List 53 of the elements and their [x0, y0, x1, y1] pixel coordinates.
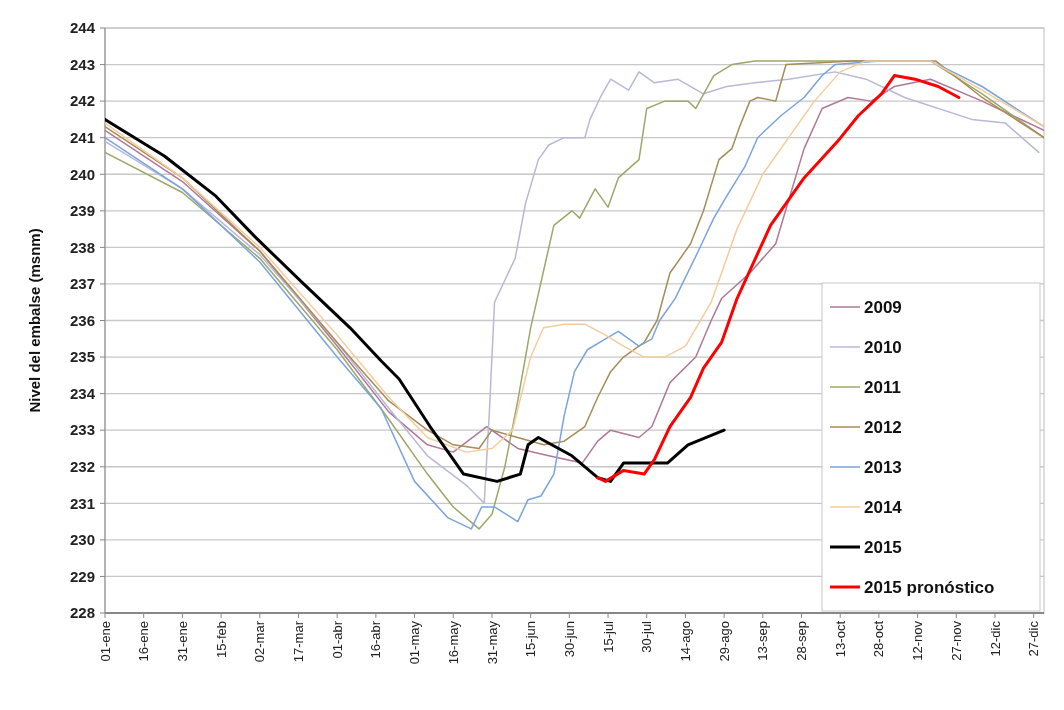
x-tick-label: 01-may — [407, 620, 423, 665]
y-axis-title: Nivel del embalse (msnm) — [26, 228, 43, 413]
legend-label: 2011 — [864, 377, 901, 397]
legend-label: 2014 — [864, 497, 903, 517]
y-tick-label: 229 — [69, 567, 95, 585]
x-tick-label: 16-ene — [136, 621, 152, 662]
y-tick-label: 232 — [69, 458, 95, 475]
y-tick-label: 244 — [69, 19, 96, 37]
y-tick-label: 228 — [69, 604, 95, 622]
y-tick-label: 240 — [69, 165, 95, 183]
y-tick-label: 236 — [69, 311, 95, 329]
y-tick-label: 235 — [69, 348, 95, 366]
x-tick-label: 15-jul — [600, 620, 616, 653]
y-tick-label: 239 — [69, 202, 95, 220]
y-tick-label: 231 — [69, 494, 95, 512]
y-tick-label: 243 — [69, 55, 95, 73]
line-series — [105, 117, 726, 483]
x-tick-label: 27-nov — [948, 620, 964, 661]
y-tick-label: 234 — [69, 384, 96, 402]
x-tick-label: 29-ago — [716, 621, 732, 662]
x-tick-label: 01-abr — [329, 620, 345, 659]
x-tick-label: 12-nov — [910, 620, 926, 661]
y-tick-label: 238 — [69, 238, 95, 256]
y-tick-label: 242 — [69, 92, 95, 110]
x-tick-label: 02-mar — [252, 620, 268, 663]
x-tick-label: 28-oct — [871, 620, 887, 658]
x-tick-label: 16-may — [445, 620, 461, 665]
x-tick-label: 30-jul — [639, 620, 655, 653]
x-tick-label: 28-sep — [794, 621, 810, 661]
x-tick-label: 17-mar — [291, 620, 307, 663]
legend-label: 2012 — [864, 417, 902, 437]
x-tick-label: 16-abr — [368, 620, 384, 659]
x-tick-label: 12-dic — [987, 620, 1003, 657]
y-tick-label: 241 — [69, 128, 95, 146]
line-series — [596, 74, 961, 483]
legend-label: 2015 — [864, 537, 902, 557]
x-tick-label: 27-dic — [1026, 620, 1042, 657]
x-tick-label: 15-feb — [213, 621, 229, 658]
x-tick-label: 31-ene — [174, 621, 190, 662]
legend-label: 2009 — [864, 297, 902, 317]
y-tick-label: 233 — [69, 421, 95, 439]
y-tick-label: 237 — [69, 275, 95, 293]
legend-label: 2013 — [864, 457, 902, 477]
x-tick-label: 13-sep — [755, 621, 771, 661]
x-tick-label: 01-ene — [97, 621, 113, 662]
x-tick-label: 15-jun — [523, 621, 539, 658]
x-tick-label: 14-ago — [677, 621, 693, 662]
legend-label: 2010 — [864, 337, 902, 357]
y-tick-label: 230 — [69, 531, 95, 549]
x-tick-label: 31-may — [484, 620, 500, 665]
x-tick-label: 30-jun — [561, 621, 577, 658]
x-tick-label: 13-oct — [832, 620, 848, 658]
legend-label: 2015 pronóstico — [864, 577, 995, 597]
